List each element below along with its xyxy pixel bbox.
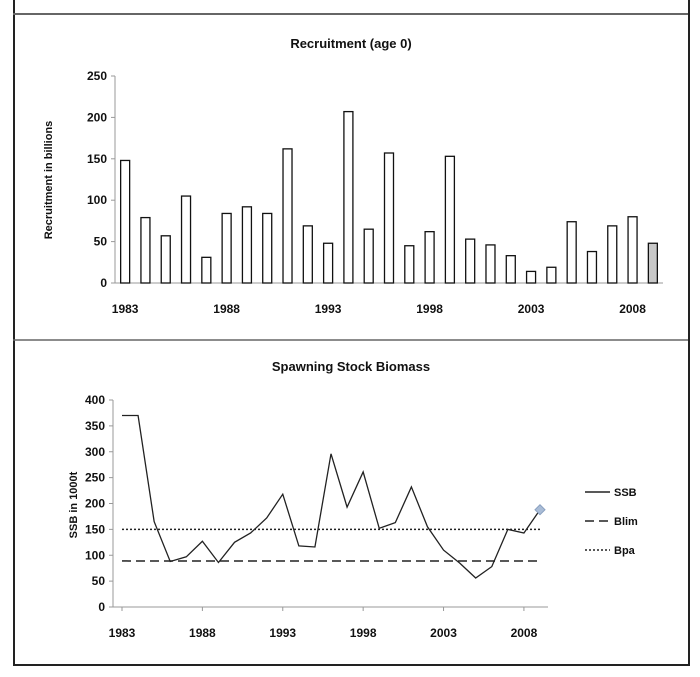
bar-1994 [343, 110, 354, 284]
bar-1986 [180, 195, 192, 284]
bar-1990 [262, 212, 273, 284]
bar-2008 [627, 216, 638, 284]
legend-blim-label: Blim [614, 516, 638, 528]
bar-2005 [566, 221, 577, 284]
x-tick-label: 2008 [511, 626, 538, 640]
bar-2009 [647, 242, 659, 284]
y-tick-label: 0 [98, 600, 105, 614]
bar-1992 [302, 225, 313, 284]
ssb-title: Spawning Stock Biomass [272, 359, 430, 374]
x-tick-label: 1998 [350, 626, 377, 640]
ssb-ylabel: SSB in 1000t [68, 471, 80, 538]
bar-1983 [119, 159, 131, 284]
y-tick-label: 150 [87, 152, 107, 166]
bar-2004 [546, 266, 557, 284]
bar-2000 [465, 238, 476, 284]
y-tick-label: 300 [85, 445, 105, 459]
x-tick-label: 1988 [189, 626, 216, 640]
bar-1999 [444, 155, 456, 284]
bar-2003 [525, 270, 537, 284]
y-tick-label: 100 [85, 548, 105, 562]
bar-1984 [140, 216, 151, 284]
bar-1989 [241, 206, 253, 284]
recruitment-chart: 0 50 100 150 200 250 1983 1988 1993 1998 2003 2008 [87, 69, 663, 316]
bar-2007 [607, 225, 618, 284]
bar-2006 [586, 250, 598, 284]
bar-1991 [282, 148, 293, 284]
x-tick-label: 1983 [112, 302, 139, 316]
x-tick-label: 1993 [315, 302, 342, 316]
recruitment-ylabel: Recruitment in billions [43, 121, 55, 240]
bar-1998 [424, 231, 435, 284]
bar-1985 [160, 235, 171, 284]
bar-2001 [485, 244, 496, 284]
x-tick-label: 2008 [619, 302, 646, 316]
ssb-chart: 0 50 100 150 200 250 300 350 400 1983 1988 1993 1998… [85, 393, 638, 640]
y-tick-label: 50 [94, 235, 108, 249]
ssb-last-point-marker [534, 504, 546, 516]
y-tick-label: 200 [87, 110, 107, 124]
y-tick-label: 250 [87, 69, 107, 83]
ssb-line [122, 414, 541, 579]
legend-bpa-label: Bpa [614, 545, 636, 557]
bar-1987 [201, 256, 212, 284]
y-tick-label: 350 [85, 419, 105, 433]
y-tick-label: 200 [85, 497, 105, 511]
bar-1996 [383, 152, 395, 284]
bar-1997 [404, 245, 415, 284]
recruitment-title: Recruitment (age 0) [290, 36, 411, 51]
y-tick-label: 150 [85, 522, 105, 536]
x-tick-label: 2003 [518, 302, 545, 316]
x-tick-label: 1998 [416, 302, 443, 316]
y-tick-label: 400 [85, 393, 105, 407]
bar-2002 [505, 255, 516, 284]
y-tick-label: 0 [100, 276, 107, 290]
bar-1993 [322, 242, 334, 284]
figure-frame [13, 0, 690, 666]
x-tick-label: 2003 [430, 626, 457, 640]
y-tick-label: 50 [92, 574, 106, 588]
y-tick-label: 250 [85, 471, 105, 485]
bar-1995 [363, 228, 374, 284]
x-tick-label: 1983 [109, 626, 136, 640]
y-tick-label: 100 [87, 193, 107, 207]
bar-1988 [221, 212, 232, 284]
x-tick-label: 1993 [269, 626, 296, 640]
x-tick-label: 1988 [213, 302, 240, 316]
legend-ssb-label: SSB [614, 487, 637, 499]
